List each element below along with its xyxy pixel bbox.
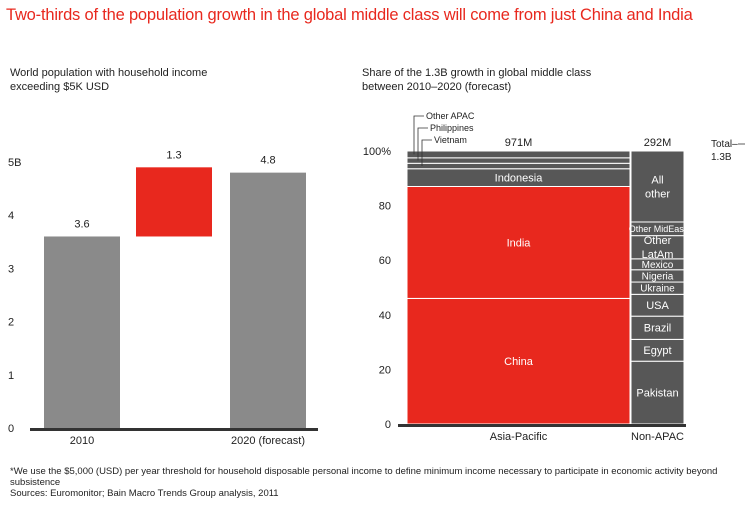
left-x-tick-label: 2020 (forecast) [231, 435, 305, 447]
segment-label-other-latam: LatAm [642, 249, 674, 261]
callout-line-vietnam [421, 139, 432, 167]
segment-other-apac [406, 150, 631, 159]
segment-label-indonesia: Indonesia [495, 172, 544, 184]
footnote-text: *We use the $5,000 (USD) per year thresh… [10, 466, 718, 488]
segment-philippines [406, 157, 631, 164]
footnote-block: *We use the $5,000 (USD) per year thresh… [10, 466, 730, 499]
segment-label-mexico: Mexico [642, 260, 674, 271]
right-chart-title: Share of the 1.3B growth in global middl… [362, 67, 592, 93]
segment-label-ukraine: Ukraine [640, 284, 675, 295]
left-bar-2 [136, 167, 212, 237]
left-bar-1 [44, 236, 120, 428]
left-y-tick-label: 0 [8, 423, 14, 435]
segment-label-other-latam: Other [644, 235, 672, 247]
callout-line-philippines [417, 127, 428, 161]
left-y-tick-label: 1 [8, 370, 14, 382]
left-bar-value-label: 1.3 [166, 149, 181, 161]
callout-label-vietnam: Vietnam [434, 135, 467, 145]
segment-label-china: China [504, 356, 534, 368]
callout-label-other-apac: Other APAC [426, 111, 475, 121]
right-y-tick-label: 40 [379, 310, 391, 322]
right-y-tick-label: 80 [379, 201, 391, 213]
segment-label-all-other: All [651, 174, 663, 186]
callout-label-philippines: Philippines [430, 123, 474, 133]
segment-label-india: India [507, 237, 532, 249]
left-bar-3 [230, 172, 306, 428]
segment-label-usa: USA [646, 300, 669, 312]
column-total-label: 971M [505, 137, 533, 149]
segment-label-other-mideast: Other MidEast [629, 224, 687, 234]
segment-vietnam [406, 162, 631, 170]
left-y-tick-label: 2 [8, 317, 14, 329]
column-total-label: 292M [644, 137, 672, 149]
left-bar-value-label: 3.6 [74, 218, 89, 230]
left-y-tick-label: 5B [8, 157, 21, 169]
left-x-tick-label: 2010 [70, 435, 94, 447]
right-x-tick-label: Non-APAC [631, 431, 684, 443]
segment-all-other [630, 150, 685, 223]
segment-label-nigeria: Nigeria [642, 271, 674, 282]
right-y-tick-label: 100% [363, 146, 391, 158]
left-y-tick-label: 4 [8, 210, 14, 222]
right-x-axis [398, 424, 686, 427]
segment-label-pakistan: Pakistan [636, 387, 678, 399]
segment-label-all-other: other [645, 188, 670, 200]
total-annotation-value: 1.3B [711, 152, 732, 163]
segment-pakistan [630, 360, 685, 425]
segment-label-brazil: Brazil [644, 323, 672, 335]
total-annotation: Total– [711, 139, 738, 150]
callout-line-other-apac [413, 115, 424, 155]
right-y-tick-label: 20 [379, 364, 391, 376]
left-chart-title: World population with household income e… [10, 67, 208, 93]
segment-india [406, 185, 631, 299]
left-x-axis [30, 428, 318, 431]
right-x-tick-label: Asia-Pacific [490, 431, 548, 443]
left-bar-value-label: 4.8 [260, 155, 275, 167]
left-y-tick-label: 3 [8, 263, 14, 275]
right-y-tick-label: 0 [385, 419, 391, 431]
segment-label-egypt: Egypt [643, 345, 671, 357]
sources-text: Sources: Euromonitor; Bain Macro Trends … [10, 488, 279, 499]
chart-headline: Two-thirds of the population growth in t… [6, 6, 693, 24]
right-y-tick-label: 60 [379, 255, 391, 267]
